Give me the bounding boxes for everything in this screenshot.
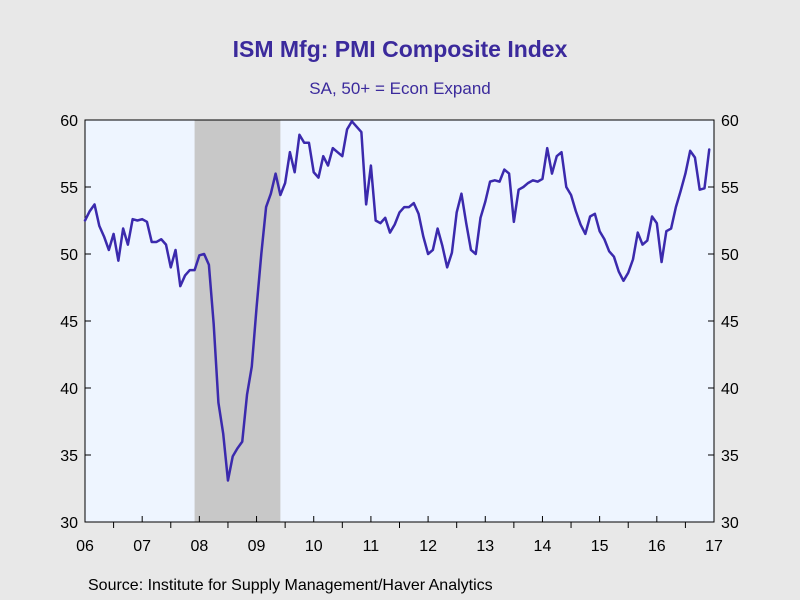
x-tick-label: 16 [648, 538, 666, 555]
y-tick-label-left: 40 [60, 381, 78, 398]
x-tick-label: 12 [419, 538, 437, 555]
x-tick-label: 11 [363, 538, 380, 555]
y-tick-label-right: 40 [721, 381, 739, 398]
y-tick-label-left: 55 [60, 180, 78, 197]
series-line [83, 120, 711, 482]
y-tick-label-right: 60 [721, 113, 739, 130]
x-tick-label: 09 [248, 538, 266, 555]
y-tick-label-right: 50 [721, 247, 739, 264]
x-tick-label: 14 [534, 538, 552, 555]
y-tick-label-right: 45 [721, 314, 739, 331]
x-tick-label: 06 [76, 538, 94, 555]
chart-subtitle: SA, 50+ = Econ Expand [309, 79, 491, 98]
y-tick-label-left: 45 [60, 314, 78, 331]
y-tick-label-left: 50 [60, 247, 78, 264]
x-tick-label: 07 [133, 538, 151, 555]
x-tick-label: 17 [705, 538, 723, 555]
x-tick-label: 08 [190, 538, 208, 555]
y-tick-label-right: 30 [721, 515, 739, 532]
y-tick-label-right: 55 [721, 180, 739, 197]
plot-background [85, 120, 714, 522]
y-tick-label-left: 60 [60, 113, 78, 130]
y-tick-label-left: 30 [60, 515, 78, 532]
y-tick-label-left: 35 [60, 448, 78, 465]
x-tick-label: 10 [305, 538, 323, 555]
y-tick-label-right: 35 [721, 448, 739, 465]
chart-title: ISM Mfg: PMI Composite Index [232, 36, 568, 62]
source-note: Source: Institute for Supply Management/… [88, 577, 493, 594]
recession-shade [194, 120, 281, 522]
x-tick-label: 15 [591, 538, 609, 555]
x-tick-label: 13 [476, 538, 494, 555]
